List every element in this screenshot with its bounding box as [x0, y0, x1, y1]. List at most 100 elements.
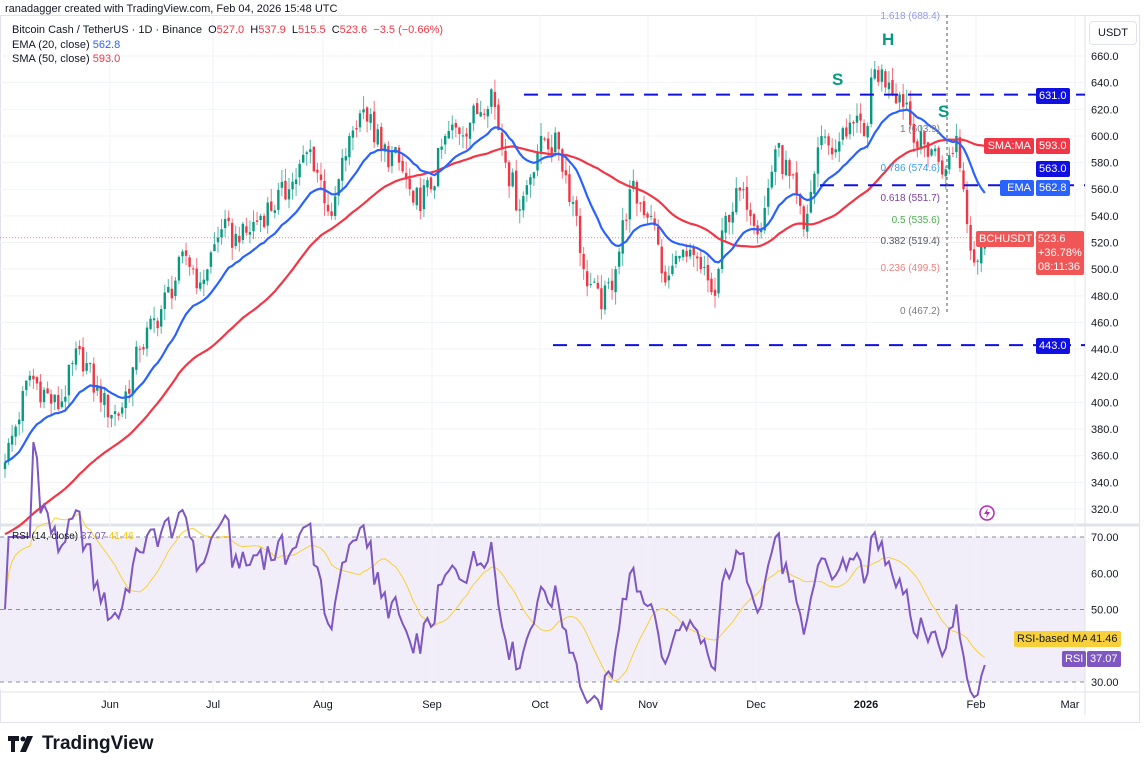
- candle-body: [96, 385, 99, 391]
- candle-body: [784, 159, 788, 176]
- candle-body: [451, 124, 454, 131]
- candle-body: [259, 215, 262, 221]
- price-tick-label: 660.0: [1091, 51, 1119, 63]
- symbol-name[interactable]: Bitcoin Cash / TetherUS · 1D · Binance: [12, 24, 202, 36]
- candle-body: [529, 177, 532, 185]
- candle-body: [277, 189, 280, 210]
- chart-frame: [0, 15, 1140, 723]
- candle-body: [777, 143, 781, 148]
- tradingview-logo-text: TradingView: [42, 733, 154, 754]
- candle-body: [774, 149, 777, 172]
- candle-body: [657, 226, 660, 245]
- candle-body: [703, 266, 706, 268]
- candle-body: [905, 102, 908, 105]
- candle-body: [174, 280, 177, 297]
- candle-body: [901, 94, 905, 107]
- candle-body: [550, 147, 553, 154]
- candle-body: [128, 388, 131, 394]
- candle-body: [738, 187, 742, 191]
- time-tick-label: Jun: [101, 699, 119, 711]
- candle-body: [18, 419, 21, 425]
- candle-body: [912, 123, 915, 143]
- candle-body: [213, 244, 216, 251]
- candle-body: [248, 232, 252, 235]
- candle-body: [976, 260, 979, 262]
- candle-body: [972, 249, 976, 263]
- close-value: 523.6: [339, 24, 368, 36]
- candle-body: [770, 171, 773, 188]
- candle-body: [60, 401, 63, 408]
- candle-body: [124, 391, 127, 408]
- price-tick-label: 540.0: [1091, 211, 1119, 223]
- rsi-legend[interactable]: RSI (14, close) 37.07 41.46: [12, 531, 134, 542]
- candle-body: [546, 138, 550, 150]
- candle-body: [483, 113, 486, 115]
- candle-body: [152, 318, 156, 321]
- candle-body: [156, 320, 159, 329]
- candle-body: [234, 234, 237, 247]
- candle-body: [447, 131, 450, 139]
- candle-body: [735, 188, 738, 213]
- sma-legend[interactable]: SMA (50, close) 593.0: [12, 53, 120, 65]
- candle-body: [930, 149, 933, 156]
- candle-body: [603, 285, 607, 310]
- candle-body: [511, 172, 514, 187]
- candle-body: [103, 393, 106, 405]
- candle-body: [436, 147, 440, 187]
- candle-body: [724, 215, 727, 233]
- candle-body: [898, 94, 901, 103]
- fib-level-label: 0 (467.2): [899, 305, 940, 317]
- candle-body: [806, 213, 809, 232]
- candle-body: [965, 189, 969, 225]
- candle-body: [568, 174, 571, 202]
- candle-body: [653, 218, 656, 226]
- rsi-tick-label: 30.00: [1091, 677, 1119, 689]
- candle-body: [71, 362, 74, 364]
- low-label: L: [291, 24, 299, 36]
- candle-body: [280, 181, 284, 188]
- candle-body: [415, 187, 418, 206]
- candle-body: [877, 70, 880, 82]
- candle-body: [692, 247, 695, 255]
- chart-credit: ranadagger created with TradingView.com,…: [5, 3, 338, 15]
- candle-body: [209, 252, 213, 267]
- candle-body: [717, 268, 720, 294]
- candle-body: [341, 157, 344, 181]
- candle-body: [561, 149, 564, 172]
- candle-body: [191, 268, 195, 270]
- candle-body: [614, 269, 617, 293]
- candle-body: [625, 219, 628, 221]
- candle-body: [628, 189, 631, 220]
- candle-body: [909, 101, 912, 126]
- fib-level-label: 0.5 (535.6): [891, 214, 940, 226]
- candle-body: [667, 275, 671, 281]
- candle-body: [799, 193, 802, 206]
- candle-body: [231, 222, 234, 248]
- candle-body: [926, 142, 930, 157]
- fib-level-label: 0.382 (519.4): [880, 236, 941, 248]
- time-tick-label: Dec: [746, 699, 766, 711]
- candle-body: [444, 135, 447, 145]
- fib-level-label: 1 (603.9): [899, 123, 940, 135]
- high-value: 537.9: [258, 24, 286, 36]
- currency-selector[interactable]: USDT: [1089, 21, 1137, 45]
- price-tick-label: 420.0: [1091, 371, 1119, 383]
- candle-body: [255, 220, 259, 222]
- candle-body: [85, 363, 88, 371]
- candle-body: [791, 174, 795, 176]
- candle-body: [135, 346, 138, 370]
- candle-body: [53, 394, 56, 403]
- candle-body: [749, 209, 752, 217]
- level-563-tag: 563.0: [1036, 161, 1070, 177]
- candle-body: [681, 249, 685, 258]
- ema-legend[interactable]: EMA (20, close) 562.8: [12, 39, 120, 51]
- candle-body: [390, 152, 394, 167]
- candle-body: [429, 177, 433, 190]
- candle-body: [458, 127, 461, 135]
- tradingview-logo[interactable]: TradingView: [8, 733, 154, 755]
- candle-body: [919, 131, 923, 150]
- candle-body: [412, 190, 415, 203]
- candle-body: [358, 113, 362, 128]
- percent-change: +36.78%: [1038, 247, 1082, 259]
